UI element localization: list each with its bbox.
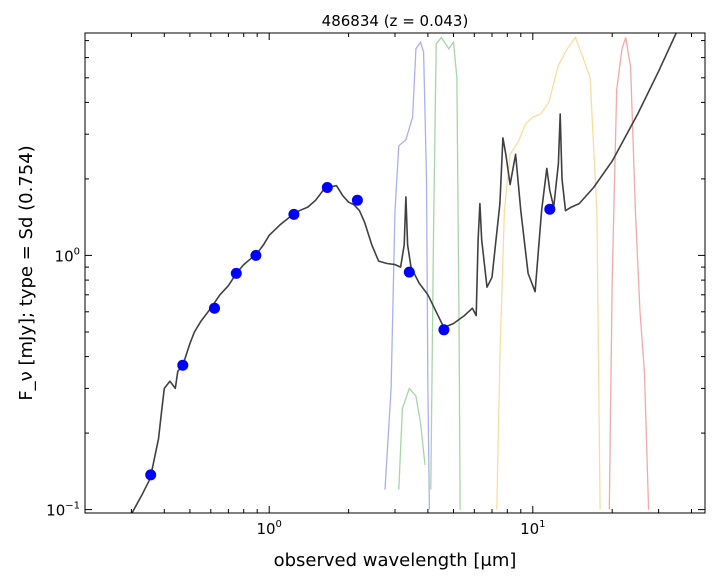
photometry-point-9 <box>403 266 415 278</box>
photometry-point-4 <box>230 267 242 279</box>
photometry-point-8 <box>351 194 363 206</box>
y-tick-label: 100 <box>55 246 80 265</box>
filter-curve-3 <box>430 36 461 510</box>
photometry-point-7 <box>321 182 333 193</box>
filter-curves <box>384 36 650 510</box>
photometry-point-6 <box>288 208 300 220</box>
x-tick-label: 100 <box>256 519 281 538</box>
photometry-point-2 <box>177 359 189 371</box>
photometry-point-3 <box>209 302 220 314</box>
filter-curve-4 <box>496 36 601 510</box>
photometry-point-10 <box>438 324 450 336</box>
sed-model-layer <box>131 33 677 513</box>
chart-title: 486834 (z = 0.043) <box>322 12 469 30</box>
photometry-point-1 <box>145 469 157 481</box>
axis-ticks: 100 101 10−1 100 <box>46 33 705 538</box>
photometry-points <box>145 182 556 481</box>
y-axis-label: F_ν [mJy]; type = Sd (0.754) <box>16 145 37 400</box>
x-tick-label: 101 <box>520 519 545 538</box>
y-tick-label: 10−1 <box>46 501 80 520</box>
photometry-point-11 <box>544 203 556 215</box>
filter-curve-5 <box>608 37 650 510</box>
sed-model-line <box>131 33 677 513</box>
photometry-point-5 <box>250 249 262 261</box>
filter-curve-1 <box>384 40 431 510</box>
filter-curve-2 <box>398 387 426 490</box>
x-axis-label: observed wavelength [μm] <box>274 550 517 571</box>
